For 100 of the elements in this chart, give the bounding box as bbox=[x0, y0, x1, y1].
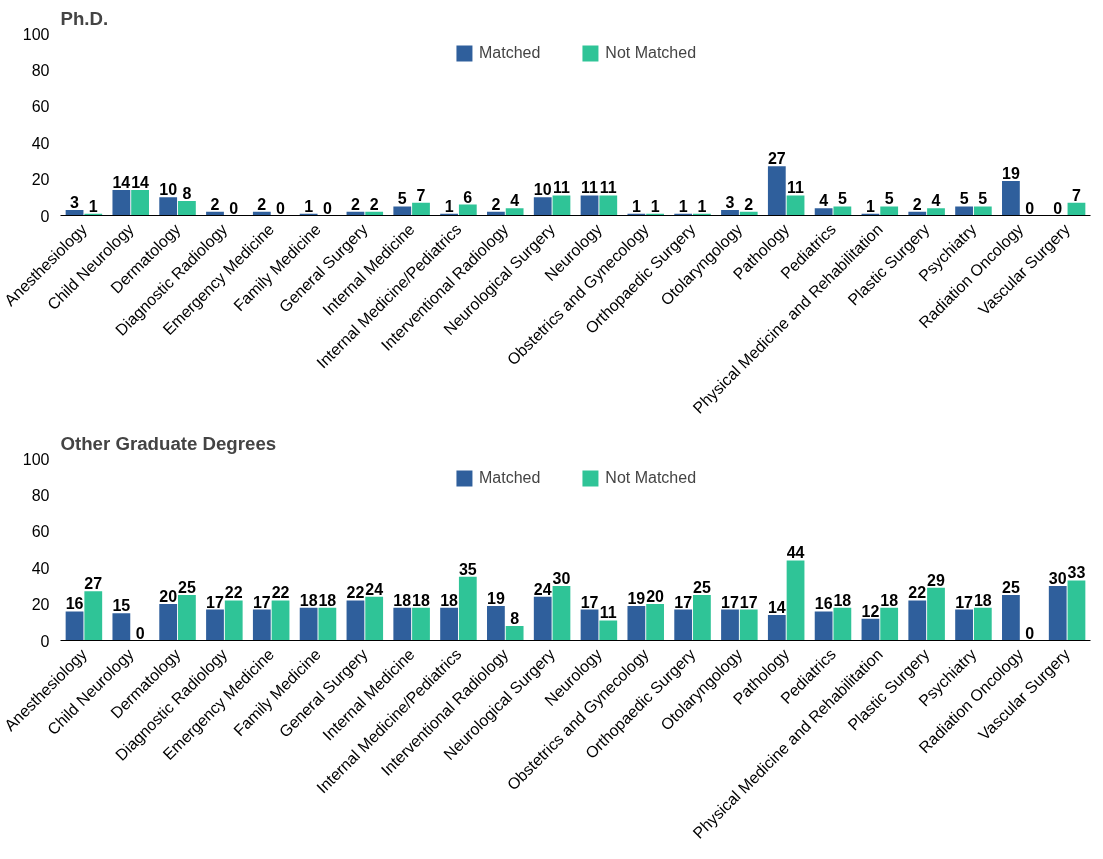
legend-label: Matched bbox=[478, 469, 541, 487]
y-tick-label: 80 bbox=[31, 61, 50, 79]
data-label: 19 bbox=[487, 589, 505, 607]
y-tick-label: 80 bbox=[31, 486, 50, 504]
data-label: 24 bbox=[533, 580, 552, 598]
data-label: 5 bbox=[978, 190, 988, 208]
data-label: 3 bbox=[725, 194, 735, 212]
data-label: 2 bbox=[369, 195, 379, 213]
y-tick-label: 20 bbox=[31, 171, 50, 189]
data-label: 8 bbox=[510, 609, 520, 627]
data-label: 20 bbox=[646, 588, 665, 606]
data-label: 35 bbox=[458, 560, 477, 578]
data-label: 2 bbox=[210, 195, 220, 213]
y-tick-label: 60 bbox=[31, 523, 50, 541]
data-label: 14 bbox=[112, 174, 131, 192]
data-label: 2 bbox=[351, 195, 361, 213]
data-label: 25 bbox=[693, 579, 711, 596]
y-tick-label: 40 bbox=[31, 134, 50, 152]
y-tick-label: 100 bbox=[22, 25, 50, 43]
data-label: 27 bbox=[767, 150, 786, 168]
data-label: 18 bbox=[880, 591, 899, 609]
data-label: 44 bbox=[786, 544, 805, 562]
data-label: 25 bbox=[178, 579, 196, 596]
data-label: 14 bbox=[131, 174, 150, 192]
data-label: 18 bbox=[973, 591, 992, 609]
data-label: 12 bbox=[861, 602, 880, 620]
data-label: 2 bbox=[257, 195, 267, 213]
y-tick-label: 20 bbox=[31, 596, 50, 614]
data-label: 1 bbox=[444, 197, 454, 215]
data-label: 22 bbox=[271, 584, 290, 602]
data-label: 2 bbox=[912, 195, 922, 213]
data-label: 0 bbox=[1053, 199, 1063, 217]
legend-label: Not Matched bbox=[605, 44, 697, 62]
data-label: 2 bbox=[491, 195, 501, 213]
data-label: 0 bbox=[322, 199, 332, 217]
data-label: 17 bbox=[206, 593, 224, 611]
data-label: 1 bbox=[678, 197, 688, 215]
data-label: 17 bbox=[721, 593, 739, 611]
data-label: 15 bbox=[112, 597, 131, 615]
data-label: 1 bbox=[650, 197, 660, 215]
y-tick-label: 0 bbox=[40, 632, 50, 650]
data-label: 11 bbox=[787, 179, 805, 197]
data-label: 30 bbox=[552, 569, 571, 587]
data-label: 17 bbox=[580, 593, 599, 611]
data-label: 0 bbox=[229, 199, 239, 217]
data-label: 2 bbox=[744, 195, 754, 213]
data-label: 7 bbox=[1072, 186, 1082, 204]
data-label: 25 bbox=[1002, 579, 1020, 596]
data-label: 11 bbox=[581, 179, 599, 197]
data-label: 20 bbox=[159, 588, 178, 606]
data-label: 5 bbox=[837, 190, 847, 208]
data-label: 0 bbox=[276, 199, 286, 217]
data-label: 1 bbox=[631, 197, 641, 215]
data-label: 17 bbox=[739, 593, 758, 611]
data-label: 10 bbox=[533, 181, 552, 199]
data-label: 18 bbox=[833, 591, 852, 609]
data-label: 29 bbox=[927, 571, 945, 589]
data-label: 10 bbox=[159, 181, 178, 199]
data-label: 18 bbox=[318, 591, 337, 609]
data-label: 14 bbox=[767, 599, 786, 617]
data-label: 16 bbox=[814, 595, 833, 613]
data-label: 19 bbox=[627, 589, 646, 607]
data-label: 5 bbox=[884, 190, 894, 208]
data-label: 5 bbox=[397, 190, 407, 208]
data-label: 1 bbox=[304, 197, 314, 215]
data-label: 4 bbox=[819, 192, 829, 210]
chart-title: Other Graduate Degrees bbox=[60, 432, 277, 454]
data-label: 11 bbox=[599, 604, 617, 622]
y-tick-label: 100 bbox=[22, 450, 50, 468]
legend-label: Not Matched bbox=[605, 469, 697, 487]
data-label: 22 bbox=[224, 584, 243, 602]
data-label: 18 bbox=[412, 591, 430, 609]
data-label: 17 bbox=[674, 593, 693, 611]
y-tick-label: 60 bbox=[31, 98, 50, 116]
data-label: 24 bbox=[365, 580, 384, 598]
data-label: 18 bbox=[440, 591, 459, 609]
data-label: 18 bbox=[299, 591, 318, 609]
data-label: 6 bbox=[463, 188, 473, 206]
data-label: 5 bbox=[959, 190, 969, 208]
data-label: 7 bbox=[416, 186, 426, 204]
data-label: 19 bbox=[1002, 164, 1020, 182]
data-label: 0 bbox=[135, 624, 145, 642]
data-label: 4 bbox=[931, 192, 941, 210]
data-label: 11 bbox=[553, 179, 571, 197]
y-tick-label: 40 bbox=[31, 559, 50, 577]
data-label: 22 bbox=[908, 584, 927, 602]
data-label: 22 bbox=[346, 584, 365, 602]
data-label: 17 bbox=[252, 593, 271, 611]
data-label: 33 bbox=[1067, 564, 1086, 582]
data-label: 3 bbox=[70, 194, 80, 212]
data-label: 8 bbox=[182, 184, 192, 202]
data-label: 0 bbox=[1025, 624, 1035, 642]
y-tick-label: 0 bbox=[40, 207, 50, 225]
legend-label: Matched bbox=[478, 44, 541, 62]
data-label: 17 bbox=[955, 593, 974, 611]
data-label: 1 bbox=[88, 197, 98, 215]
data-label: 16 bbox=[65, 595, 84, 613]
data-label: 11 bbox=[599, 179, 617, 197]
data-label: 4 bbox=[510, 192, 520, 210]
data-label: 18 bbox=[393, 591, 412, 609]
